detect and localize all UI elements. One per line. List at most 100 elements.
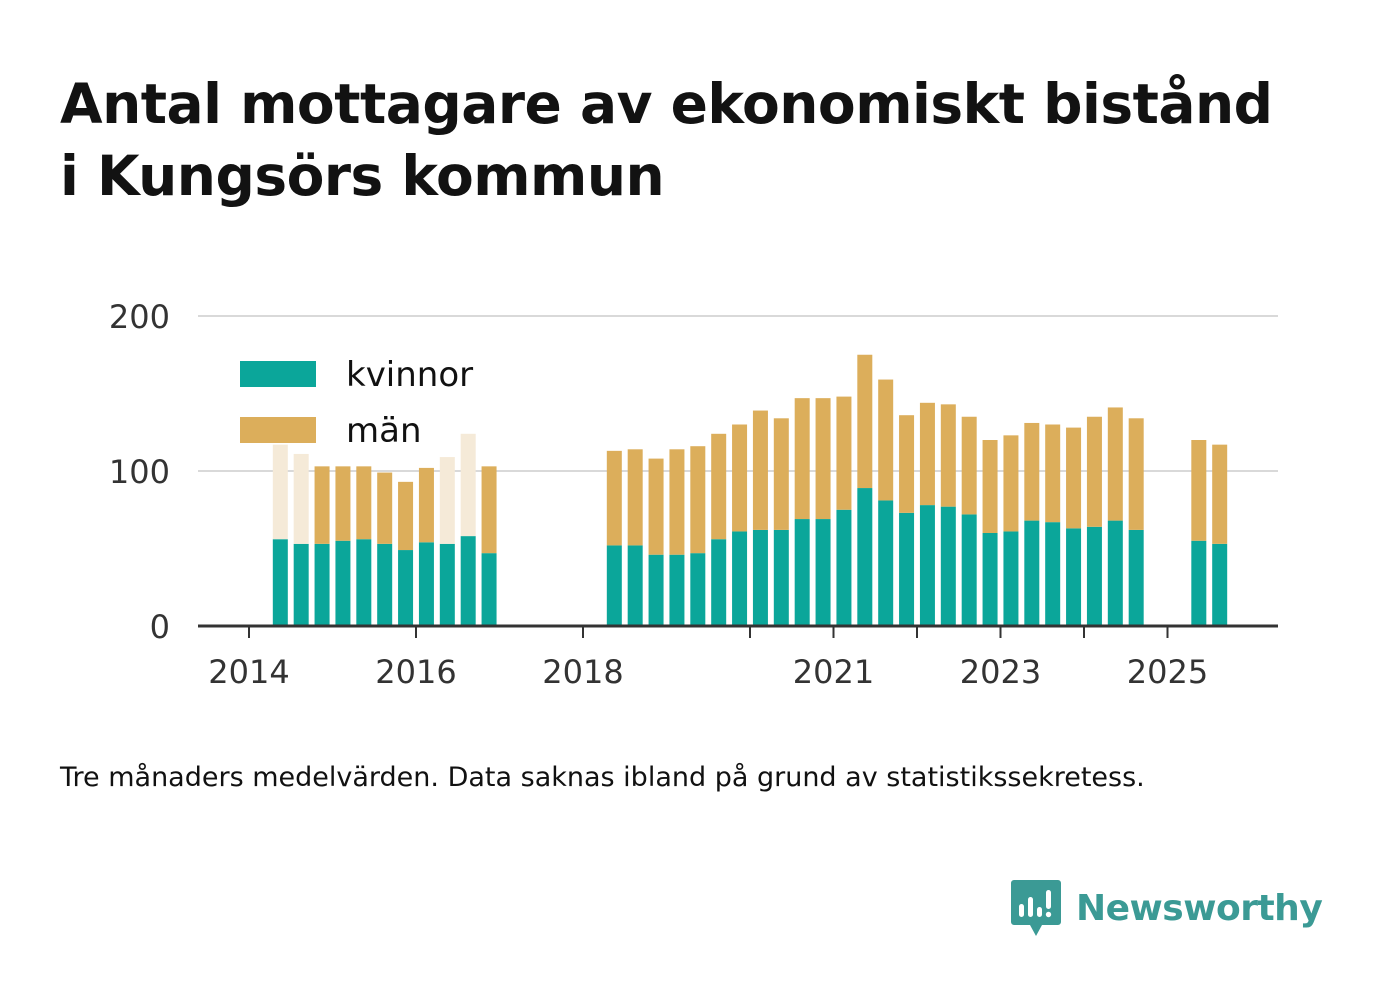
bar-man [773,418,789,530]
bar-kvinnor [481,553,497,626]
bar-kvinnor [1045,522,1061,626]
x-tick-label: 2021 [793,653,874,691]
x-tick-label: 2018 [542,653,623,691]
bar-kvinnor [398,550,414,626]
footnote: Tre månaders medelvärden. Data saknas ib… [60,762,1145,793]
bar-kvinnor [606,545,622,626]
bar-kvinnor [899,512,915,626]
bar-man [439,457,455,544]
bar-man [1128,418,1144,530]
bar-man [398,481,414,551]
bar-kvinnor [460,536,476,626]
bar-kvinnor [272,539,288,626]
bar-kvinnor [815,519,831,626]
brand-name: Newsworthy [1076,887,1323,929]
bar-kvinnor [752,529,768,626]
bar-man [1086,416,1102,527]
bar-man [460,433,476,537]
bar-kvinnor [356,539,372,626]
bar-kvinnor [836,509,852,626]
bar-kvinnor [1191,540,1207,626]
bar-man [878,379,894,501]
bar-man [919,402,935,506]
bar-man [752,410,768,530]
bar-kvinnor [961,514,977,626]
bar-kvinnor [711,539,727,626]
bar-man [1003,435,1019,532]
bar-man [961,416,977,515]
bar-man [690,446,706,554]
x-tick-label: 2016 [375,653,456,691]
newsworthy-chat-bars-icon [1011,880,1061,936]
legend-swatch-kvinnor [240,361,316,387]
bar-man [1107,407,1123,521]
bar-kvinnor [982,533,998,626]
bar-kvinnor [314,543,330,626]
chart-title-line-1: Antal mottagare av ekonomiskt bistånd [60,72,1273,136]
bar-man [293,453,309,544]
bar-kvinnor [1212,543,1228,626]
bar-man [940,404,956,507]
legend-label-kvinnor: kvinnor [346,355,473,395]
bar-man [606,450,622,546]
bar-man [314,466,330,544]
bar-kvinnor [1086,526,1102,626]
brand-logo: Newsworthy [1010,878,1323,938]
y-tick-label: 100 [109,453,170,491]
bar-man [711,433,727,540]
x-tick-label: 2014 [208,653,289,691]
bar-kvinnor [1128,529,1144,626]
legend-label-man: män [346,411,422,451]
x-tick-label: 2025 [1127,653,1208,691]
bar-man [272,444,288,540]
bar-man [1024,422,1040,521]
bar-kvinnor [418,542,434,626]
bar-kvinnor [335,540,351,626]
bar-man [1212,444,1228,544]
bar-kvinnor [439,543,455,626]
bar-kvinnor [940,506,956,626]
bar-man [669,449,685,555]
axes: 2014 2016 2018 2021 2023 2025 [198,624,1278,691]
bar-kvinnor [1024,520,1040,626]
bar-kvinnor [1107,520,1123,626]
bar-man [481,466,497,554]
bar-man [815,398,831,520]
chart-title: Antal mottagare av ekonomiskt bistånd i … [60,68,1340,212]
bar-man [1045,424,1061,523]
bar-man [418,467,434,543]
y-tick-label: 0 [150,608,170,646]
y-tick-label: 200 [109,298,170,336]
legend-swatch-man [240,417,316,443]
bar-man [356,466,372,540]
bars [272,354,1228,626]
bar-man [982,440,998,533]
bar-kvinnor [377,543,393,626]
legend: kvinnor män [240,355,473,451]
bar-man [1191,440,1207,541]
bar-man [857,354,873,489]
bar-man [836,396,852,510]
bar-man [794,398,810,520]
bar-man [732,424,748,532]
bar-kvinnor [648,554,664,626]
bar-kvinnor [857,488,873,626]
bar-man [627,449,643,546]
bar-kvinnor [794,519,810,626]
bar-kvinnor [732,531,748,626]
bar-man [648,458,664,555]
x-tick-label: 2023 [960,653,1041,691]
bar-kvinnor [627,545,643,626]
bar-kvinnor [773,529,789,626]
bar-kvinnor [1003,531,1019,626]
bar-kvinnor [669,554,685,626]
bar-kvinnor [919,505,935,626]
chart-title-line-2: i Kungsörs kommun [60,144,665,208]
bar-kvinnor [878,500,894,626]
bar-man [899,415,915,513]
bar-man [377,472,393,544]
bar-kvinnor [1066,528,1082,626]
bar-kvinnor [293,543,309,626]
bar-man [1066,427,1082,529]
